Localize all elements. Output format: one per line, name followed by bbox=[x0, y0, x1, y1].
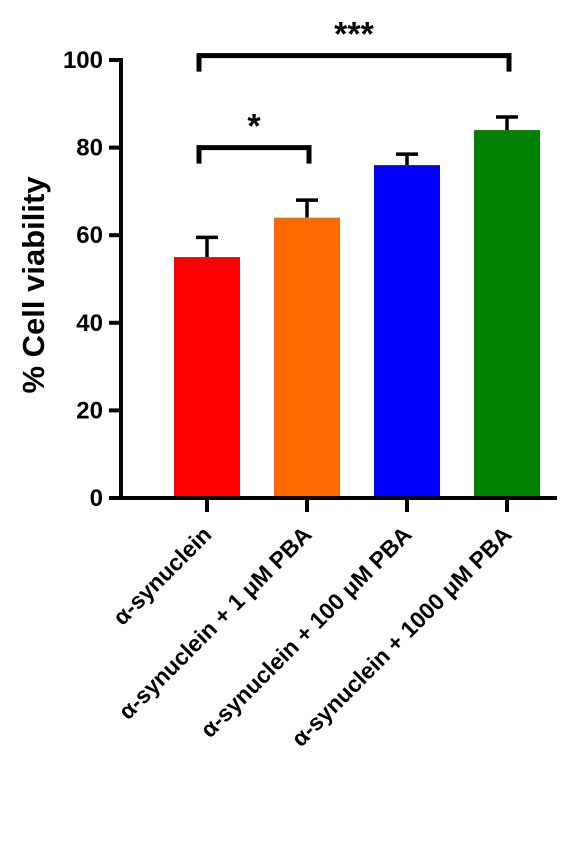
significance-bracket-1 bbox=[196, 145, 312, 164]
y-tick-label-0: 0 bbox=[90, 485, 103, 512]
y-tick-label-20: 20 bbox=[76, 397, 103, 424]
bar-2 bbox=[274, 217, 340, 498]
error-bars-layer bbox=[196, 115, 518, 258]
significance-bracket-2 bbox=[196, 53, 512, 72]
significance-label-2: *** bbox=[334, 16, 374, 54]
significance-layer: **** bbox=[196, 16, 512, 164]
x-category-label-2: α-synuclein + 1 μM PBA bbox=[113, 521, 316, 724]
significance-label-1: * bbox=[247, 108, 261, 146]
y-ticks-layer: 0 20 40 60 80 100 bbox=[63, 47, 121, 512]
axes-layer bbox=[119, 58, 557, 500]
x-category-label-1: α-synuclein bbox=[108, 521, 217, 630]
error-bar-3 bbox=[396, 152, 418, 166]
y-tick-label-40: 40 bbox=[76, 310, 103, 337]
error-bar-4 bbox=[496, 115, 518, 131]
bar-3 bbox=[374, 165, 440, 498]
y-tick-label-60: 60 bbox=[76, 222, 103, 249]
x-category-label-3: α-synuclein + 100 μM PBA bbox=[195, 521, 416, 742]
y-axis-label: % Cell viability bbox=[16, 176, 51, 394]
bar-1 bbox=[174, 257, 240, 498]
y-tick-label-100: 100 bbox=[63, 47, 103, 74]
error-bar-2 bbox=[296, 198, 318, 218]
bar-4 bbox=[474, 130, 540, 498]
bars-layer bbox=[174, 130, 540, 498]
x-category-label-4: α-synuclein + 1000 μM PBA bbox=[286, 521, 516, 751]
y-tick-label-80: 80 bbox=[76, 135, 103, 162]
error-bar-1 bbox=[196, 235, 218, 258]
